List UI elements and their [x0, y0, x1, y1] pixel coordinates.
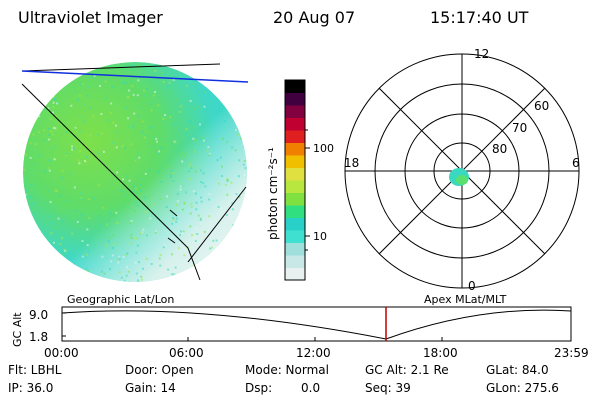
- colorbar-segment: [285, 167, 305, 181]
- altitude-axis-label: GC Alt: [11, 312, 24, 347]
- time-tick-1200: 12:00: [296, 346, 331, 360]
- colorbar-segment: [285, 267, 305, 281]
- gc-alt-readout: GC Alt: 2.1 Re: [365, 363, 449, 377]
- colorbar-segment: [285, 142, 305, 156]
- colorbar-segment: [285, 92, 305, 106]
- altitude-tick-9: 9.0: [29, 308, 48, 322]
- date-label: 20 Aug 07: [273, 8, 356, 27]
- mode-readout: Mode: Normal: [245, 363, 329, 377]
- colorbar-segment: [285, 80, 305, 93]
- polar-aurora-spot: [449, 168, 469, 186]
- dsp-value: 0.0: [301, 381, 321, 395]
- filter-readout: Flt: LBHL: [8, 363, 62, 377]
- caption-apex: Apex MLat/MLT: [424, 293, 507, 306]
- gain-readout: Gain: 14: [125, 381, 176, 395]
- mlt-label-6: 6: [572, 156, 580, 170]
- caption-geographic: Geographic Lat/Lon: [67, 293, 174, 306]
- colorbar-segment: [285, 242, 305, 256]
- colorbar-tick-10: 10: [313, 230, 327, 243]
- mlt-label-12: 12: [474, 47, 489, 61]
- seq-readout: Seq: 39: [365, 381, 411, 395]
- colorbar-segment: [285, 255, 305, 268]
- time-tick-1800: 18:00: [423, 346, 458, 360]
- altitude-plot: [61, 306, 572, 342]
- time-tick-0000: 00:00: [44, 346, 79, 360]
- lat-label-60: 60: [534, 99, 549, 113]
- door-readout: Door: Open: [125, 363, 194, 377]
- colorbar-segment: [285, 117, 305, 131]
- glon-readout: GLon: 275.6: [486, 381, 559, 395]
- geographic-grid-lines: [21, 63, 247, 281]
- time-tick-0600: 06:00: [169, 346, 204, 360]
- mlt-label-18: 18: [344, 156, 359, 170]
- colorbar-segment: [285, 230, 305, 243]
- colorbar-segment: [285, 217, 305, 231]
- dsp-label: Dsp:: [245, 381, 273, 395]
- instrument-title: Ultraviolet Imager: [18, 8, 163, 27]
- earth-image: [23, 62, 247, 282]
- altitude-tick-1-8: 1.8: [29, 330, 48, 344]
- mlt-label-0: 0: [468, 279, 476, 293]
- glat-readout: GLat: 84.0: [486, 363, 549, 377]
- colorbar-segment: [285, 180, 305, 193]
- colorbar: [284, 79, 310, 281]
- ip-readout: IP: 36.0: [8, 381, 54, 395]
- colorbar-segment: [285, 205, 305, 218]
- horizon-line: [21, 70, 249, 83]
- colorbar-segment: [285, 105, 305, 118]
- lat-label-70: 70: [512, 121, 527, 135]
- colorbar-segment: [285, 192, 305, 206]
- colorbar-segment: [285, 130, 305, 143]
- time-label: 15:17:40 UT: [430, 8, 529, 27]
- colorbar-segment: [285, 155, 305, 168]
- lat-label-80: 80: [492, 142, 507, 156]
- time-tick-2359: 23:59: [554, 346, 589, 360]
- colorbar-tick-100: 100: [313, 142, 334, 155]
- colorbar-unit-label: photon cm⁻²s⁻¹: [266, 147, 280, 240]
